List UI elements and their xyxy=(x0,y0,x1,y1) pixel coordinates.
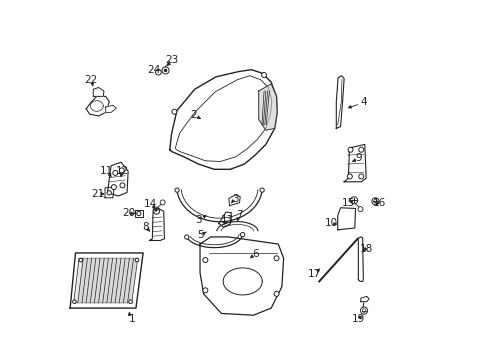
Polygon shape xyxy=(119,258,128,303)
Circle shape xyxy=(260,188,264,192)
Polygon shape xyxy=(102,258,111,303)
Text: 18: 18 xyxy=(359,244,372,255)
Circle shape xyxy=(240,233,244,237)
Polygon shape xyxy=(105,187,114,198)
Circle shape xyxy=(163,69,167,72)
Polygon shape xyxy=(360,296,368,302)
Polygon shape xyxy=(107,162,128,196)
Polygon shape xyxy=(111,258,120,303)
Circle shape xyxy=(261,72,266,77)
Polygon shape xyxy=(123,258,132,303)
Polygon shape xyxy=(106,258,115,303)
Text: 1: 1 xyxy=(128,315,135,324)
Polygon shape xyxy=(78,258,86,303)
Polygon shape xyxy=(228,195,240,206)
Circle shape xyxy=(172,109,177,114)
Circle shape xyxy=(155,209,157,212)
Circle shape xyxy=(73,300,76,303)
Polygon shape xyxy=(70,253,143,308)
Text: 11: 11 xyxy=(100,166,113,176)
Circle shape xyxy=(357,207,362,212)
Circle shape xyxy=(273,291,279,296)
Bar xyxy=(135,210,142,217)
Polygon shape xyxy=(344,144,366,182)
Text: 21: 21 xyxy=(91,189,104,199)
Text: 4: 4 xyxy=(360,97,366,107)
Polygon shape xyxy=(149,208,164,240)
Polygon shape xyxy=(358,237,363,282)
Circle shape xyxy=(153,208,159,214)
Polygon shape xyxy=(74,258,138,303)
Circle shape xyxy=(273,256,279,261)
Circle shape xyxy=(373,199,376,203)
Circle shape xyxy=(362,309,365,312)
Polygon shape xyxy=(99,258,107,303)
Polygon shape xyxy=(216,222,257,231)
Circle shape xyxy=(120,183,125,188)
Text: 14: 14 xyxy=(144,199,157,209)
Circle shape xyxy=(360,307,367,314)
Circle shape xyxy=(358,174,363,179)
Text: 5: 5 xyxy=(197,230,203,240)
Polygon shape xyxy=(169,70,277,169)
Polygon shape xyxy=(90,258,99,303)
Circle shape xyxy=(107,191,111,195)
Circle shape xyxy=(111,185,116,190)
Text: 10: 10 xyxy=(325,219,338,228)
Circle shape xyxy=(184,235,188,239)
Text: 12: 12 xyxy=(116,166,129,176)
Text: 15: 15 xyxy=(342,198,355,208)
Text: 6: 6 xyxy=(252,249,258,258)
Circle shape xyxy=(135,258,139,262)
Circle shape xyxy=(162,67,169,74)
Text: 17: 17 xyxy=(307,269,320,279)
Polygon shape xyxy=(93,87,104,96)
Text: 24: 24 xyxy=(146,66,160,75)
Circle shape xyxy=(129,300,132,303)
Text: 3: 3 xyxy=(232,194,239,203)
Circle shape xyxy=(79,258,82,262)
Circle shape xyxy=(203,288,207,293)
Text: 7: 7 xyxy=(236,210,243,220)
Polygon shape xyxy=(86,258,94,303)
Circle shape xyxy=(155,69,161,75)
Polygon shape xyxy=(105,105,116,112)
Circle shape xyxy=(347,147,352,152)
Circle shape xyxy=(137,211,141,216)
Polygon shape xyxy=(258,84,277,130)
Circle shape xyxy=(346,174,351,179)
Polygon shape xyxy=(177,190,262,222)
Polygon shape xyxy=(115,258,123,303)
Polygon shape xyxy=(219,212,231,227)
Text: 20: 20 xyxy=(122,208,135,219)
Circle shape xyxy=(350,197,357,204)
Circle shape xyxy=(113,170,118,175)
Polygon shape xyxy=(82,258,90,303)
Polygon shape xyxy=(337,208,355,230)
Polygon shape xyxy=(200,237,283,315)
Text: 13: 13 xyxy=(221,215,234,225)
Circle shape xyxy=(153,207,159,213)
Text: 3: 3 xyxy=(195,215,201,225)
Text: 16: 16 xyxy=(372,198,385,208)
Circle shape xyxy=(175,188,179,192)
Text: 2: 2 xyxy=(190,110,197,120)
Polygon shape xyxy=(223,268,262,295)
Polygon shape xyxy=(86,96,109,116)
Polygon shape xyxy=(127,258,136,303)
Text: 8: 8 xyxy=(142,222,148,232)
Circle shape xyxy=(119,168,124,173)
Polygon shape xyxy=(94,258,102,303)
Text: 19: 19 xyxy=(351,314,364,324)
Text: 23: 23 xyxy=(165,55,179,66)
Circle shape xyxy=(160,200,165,205)
Polygon shape xyxy=(336,76,344,129)
Polygon shape xyxy=(186,234,242,248)
Circle shape xyxy=(203,257,207,262)
Circle shape xyxy=(371,198,378,205)
Circle shape xyxy=(358,147,363,152)
Text: 22: 22 xyxy=(84,75,97,85)
Text: 9: 9 xyxy=(354,153,361,163)
